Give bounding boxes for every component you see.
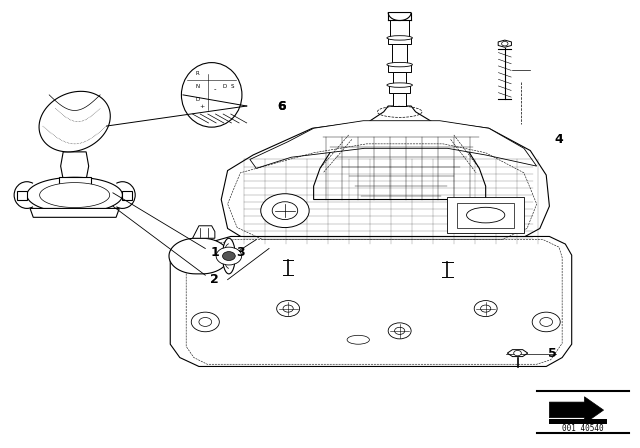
Circle shape (272, 202, 298, 220)
Ellipse shape (387, 83, 412, 87)
Text: N: N (196, 84, 200, 89)
Text: -: - (214, 86, 216, 92)
Bar (388, 64, 411, 72)
Bar (394, 72, 406, 85)
Ellipse shape (223, 238, 236, 274)
Text: 1: 1 (211, 246, 220, 259)
Text: 4: 4 (555, 133, 563, 146)
Bar (388, 37, 411, 44)
Text: R: R (196, 71, 200, 76)
Circle shape (532, 312, 560, 332)
Circle shape (502, 42, 508, 46)
Ellipse shape (181, 63, 242, 127)
Polygon shape (314, 106, 486, 199)
Bar (394, 93, 406, 106)
Polygon shape (122, 190, 132, 199)
Circle shape (223, 252, 236, 260)
Circle shape (481, 305, 491, 312)
Polygon shape (388, 13, 411, 21)
Polygon shape (508, 349, 528, 357)
Text: 001 40540: 001 40540 (562, 424, 604, 433)
Polygon shape (221, 121, 549, 244)
Ellipse shape (387, 36, 412, 40)
Bar (549, 419, 607, 424)
Ellipse shape (387, 62, 412, 67)
Polygon shape (549, 397, 604, 423)
Text: 6: 6 (278, 99, 286, 112)
Circle shape (394, 327, 404, 334)
Circle shape (276, 301, 300, 317)
Text: 3: 3 (236, 246, 244, 259)
Polygon shape (457, 202, 515, 228)
Polygon shape (250, 121, 537, 168)
Polygon shape (447, 197, 524, 233)
Circle shape (514, 350, 522, 356)
Circle shape (191, 312, 220, 332)
Polygon shape (39, 91, 110, 152)
Ellipse shape (467, 207, 505, 223)
Text: 6: 6 (278, 99, 286, 112)
Text: 2: 2 (211, 273, 220, 286)
Polygon shape (27, 177, 122, 213)
Text: D: D (196, 97, 200, 102)
Polygon shape (170, 237, 572, 366)
Text: 5: 5 (548, 347, 557, 360)
Bar (390, 85, 410, 93)
Polygon shape (61, 152, 89, 180)
Circle shape (388, 323, 411, 339)
Circle shape (540, 318, 552, 327)
Bar (390, 20, 409, 37)
Ellipse shape (347, 335, 369, 344)
Polygon shape (193, 226, 215, 238)
Circle shape (216, 247, 242, 265)
Bar (392, 44, 407, 64)
Text: D: D (222, 84, 227, 89)
Polygon shape (40, 183, 109, 207)
Polygon shape (17, 190, 27, 199)
Polygon shape (59, 177, 91, 184)
Circle shape (260, 194, 309, 228)
Text: +: + (200, 103, 205, 108)
Circle shape (199, 318, 212, 327)
Polygon shape (30, 208, 119, 217)
Polygon shape (169, 238, 229, 274)
Text: S: S (230, 84, 234, 89)
Circle shape (474, 301, 497, 317)
Polygon shape (498, 40, 511, 47)
Circle shape (283, 305, 293, 312)
